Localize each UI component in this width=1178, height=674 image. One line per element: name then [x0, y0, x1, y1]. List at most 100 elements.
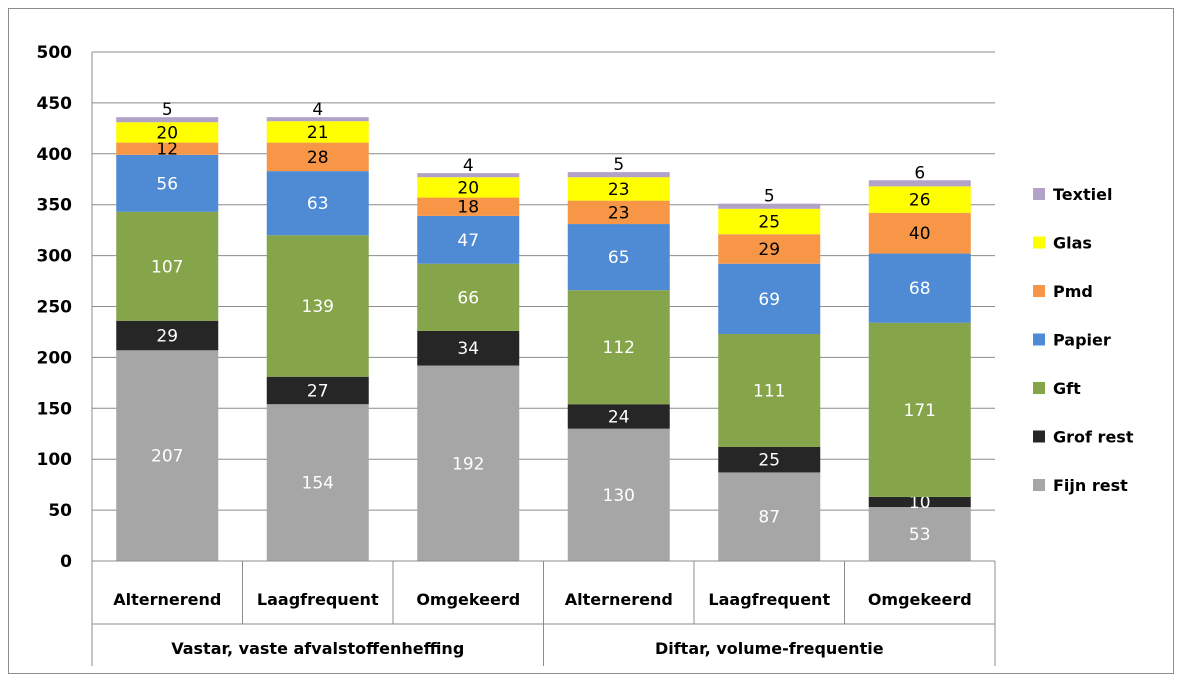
bar-segment-gft	[116, 211, 219, 321]
data-label: 130	[603, 486, 635, 506]
legend-label: Papier	[1053, 331, 1111, 350]
bar-segment-grof-rest	[266, 376, 369, 405]
data-label: 47	[457, 231, 479, 251]
legend: Textiel Glas Pmd Papier Gft Grof rest Fijn res…	[1033, 185, 1134, 495]
data-label: 192	[452, 454, 484, 474]
data-label: 10	[909, 493, 931, 513]
data-label: 40	[909, 224, 931, 244]
legend-swatch-textiel	[1033, 188, 1045, 200]
bar-segment-fijn-rest	[567, 428, 670, 561]
data-label: 56	[156, 174, 178, 194]
y-tick-label: 200	[37, 348, 73, 368]
bar-segment-grof-rest	[868, 496, 971, 508]
legend-label: Fijn rest	[1053, 476, 1128, 495]
legend-label: Pmd	[1053, 282, 1093, 301]
x-category-label: Omgekeerd	[868, 590, 972, 609]
data-label: 34	[457, 339, 479, 359]
bar-segment-textiel	[567, 172, 670, 178]
data-label: 12	[156, 140, 178, 160]
y-tick-label: 300	[37, 247, 73, 267]
data-label: 20	[156, 123, 178, 143]
legend-swatch-gft	[1033, 382, 1045, 394]
data-label: 26	[909, 191, 931, 211]
legend-swatch-pmd	[1033, 285, 1045, 297]
legend-swatch-papier	[1033, 333, 1045, 346]
x-category-label: Omgekeerd	[416, 590, 520, 609]
bar-segment-pmd	[116, 142, 219, 155]
bar-segment-textiel	[718, 203, 821, 209]
bar-segment-grof-rest	[718, 446, 821, 473]
bar-segment-textiel	[417, 173, 520, 178]
legend-swatch-glas	[1033, 236, 1045, 249]
data-label: 5	[162, 100, 173, 120]
data-label: 112	[603, 338, 635, 358]
legend-label: Textiel	[1053, 185, 1112, 204]
data-label: 111	[753, 381, 785, 401]
bar-segment-textiel	[116, 117, 219, 123]
bar-segment-pmd	[567, 200, 670, 225]
data-label: 87	[758, 508, 780, 528]
bar-segment-glas	[266, 121, 369, 143]
data-label: 24	[608, 407, 630, 427]
bar-segment-fijn-rest	[266, 404, 369, 561]
y-tick-label: 100	[37, 450, 73, 470]
data-label: 28	[307, 148, 329, 168]
data-label: 5	[764, 187, 775, 207]
bar-segment-grof-rest	[567, 404, 670, 429]
bar-segment-pmd	[417, 197, 520, 216]
bar-segment-pmd	[266, 142, 369, 172]
y-tick-label: 350	[37, 196, 73, 216]
x-group-label: Vastar, vaste afvalstoffenheffing	[171, 639, 464, 658]
x-category-label: Alternerend	[113, 590, 221, 609]
legend-label: Grof rest	[1053, 428, 1134, 447]
data-label: 65	[608, 248, 630, 268]
bar-segment-papier	[266, 171, 369, 236]
x-category-label: Laagfrequent	[708, 590, 830, 609]
data-label: 20	[457, 178, 479, 198]
x-group-label: Diftar, volume-frequentie	[655, 639, 884, 658]
y-tick-label: 250	[37, 298, 73, 318]
data-label: 63	[307, 194, 329, 214]
bar-segment-gft	[718, 333, 821, 447]
bar-segment-papier	[868, 253, 971, 323]
data-label: 18	[457, 198, 479, 218]
y-tick-label: 500	[37, 43, 73, 63]
data-label: 107	[151, 257, 183, 277]
bar-segment-papier	[417, 215, 520, 264]
y-tick-label: 450	[37, 94, 73, 114]
bar-segment-glas	[567, 177, 670, 201]
data-label: 139	[302, 297, 334, 317]
data-label: 29	[758, 240, 780, 260]
data-label: 66	[457, 288, 479, 308]
bar-segment-textiel	[868, 180, 971, 187]
data-label: 207	[151, 447, 183, 467]
x-category-label: Laagfrequent	[257, 590, 379, 609]
bar-segment-grof-rest	[417, 330, 520, 366]
legend-swatch-fijn-rest	[1033, 479, 1045, 491]
y-tick-label: 400	[37, 145, 73, 165]
data-label: 171	[904, 401, 936, 421]
bar-segment-gft	[266, 235, 369, 377]
bar-segment-papier	[567, 224, 670, 291]
bar-segment-textiel	[266, 117, 369, 122]
grid-layer	[92, 51, 995, 511]
bar-segment-papier	[718, 263, 821, 334]
bar-segment-gft	[868, 322, 971, 497]
bar-segment-papier	[116, 154, 219, 212]
data-label: 6	[914, 163, 925, 183]
data-label: 5	[613, 155, 624, 175]
data-label: 23	[608, 180, 630, 200]
data-label: 23	[608, 203, 630, 223]
data-label: 68	[909, 279, 931, 299]
bar-segment-glas	[116, 122, 219, 143]
bar-segment-fijn-rest	[417, 365, 520, 561]
legend-swatch-grof-rest	[1033, 430, 1045, 443]
bar-segment-grof-rest	[116, 320, 219, 351]
legend-label: Glas	[1053, 234, 1092, 253]
bar-segment-glas	[417, 177, 520, 198]
data-label: 4	[312, 100, 323, 120]
data-label: 25	[758, 451, 780, 471]
bar-segment-glas	[718, 208, 821, 235]
x-category-label: Alternerend	[565, 590, 673, 609]
